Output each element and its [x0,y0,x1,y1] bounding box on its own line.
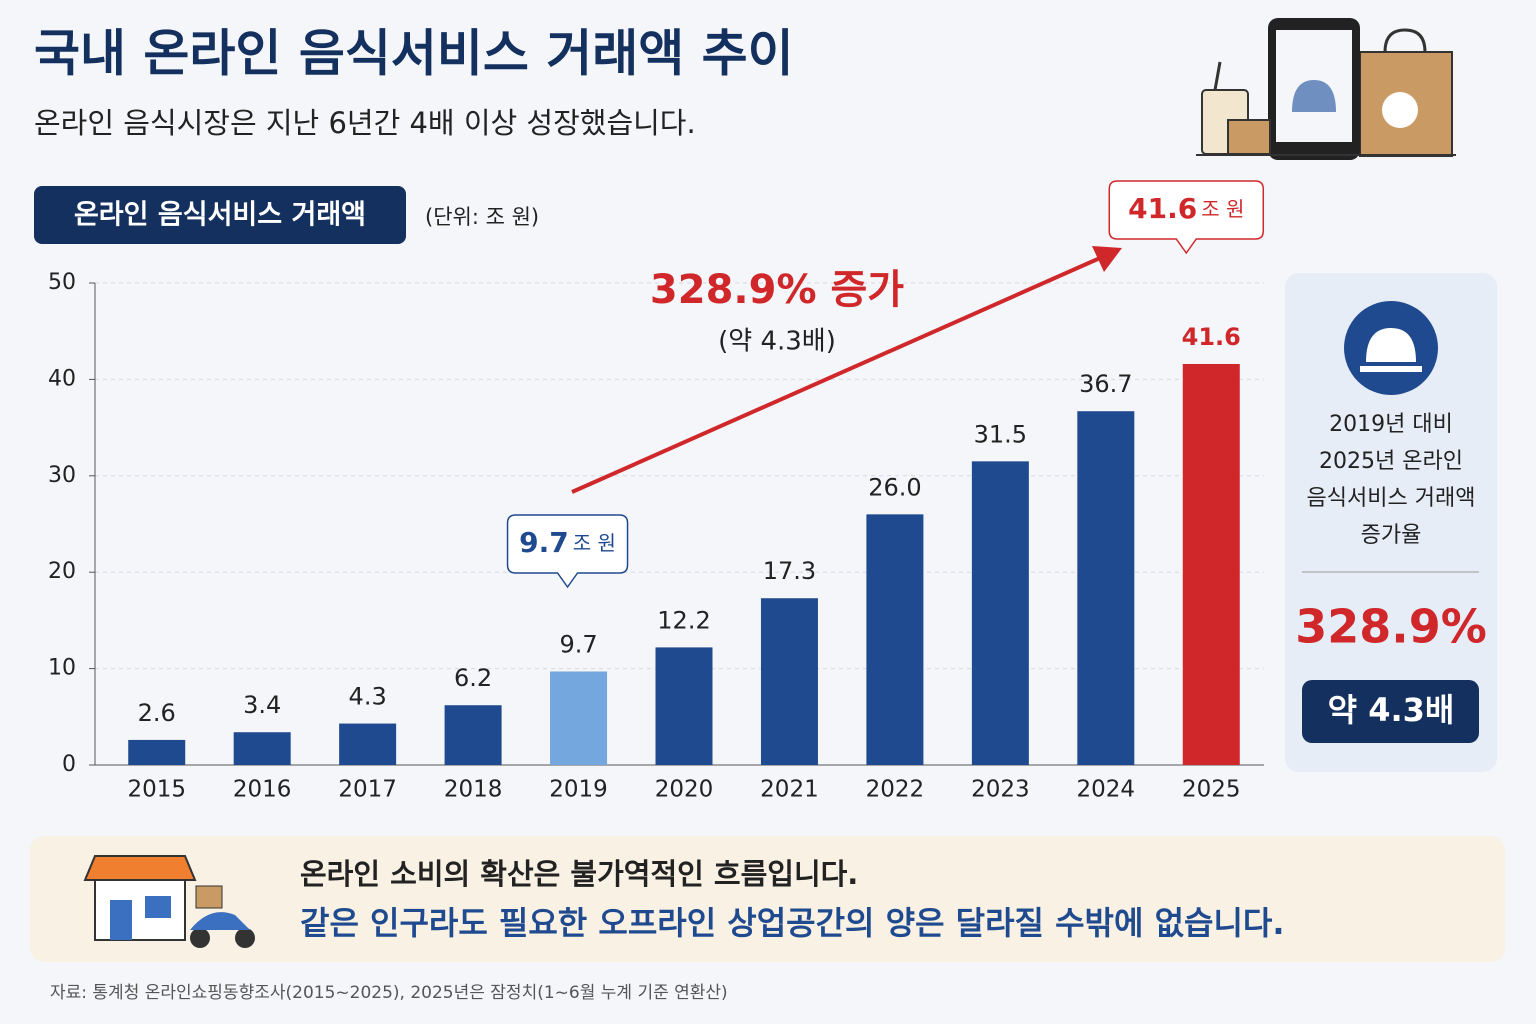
x-tick-label: 2023 [971,777,1030,803]
value-label: 26.0 [868,473,921,501]
value-label: 2.6 [138,699,176,727]
value-label: 31.5 [974,420,1027,448]
unit-label: (단위: 조 원) [425,205,539,229]
y-tick-label: 10 [48,656,76,681]
delivery-icon [1196,18,1456,160]
y-tick-label: 0 [62,752,76,777]
ratio-annotation: (약 4.3배) [718,327,836,357]
x-tick-label: 2022 [866,777,925,803]
x-tick-label: 2018 [444,777,503,803]
x-tick-label: 2019 [549,777,608,803]
bar [339,723,397,765]
banner [30,836,1505,962]
y-tick-label: 40 [48,366,76,391]
x-tick-label: 2016 [233,777,292,803]
bar [971,461,1029,765]
arrow-head [1092,246,1122,272]
callout-unit: 조 원 [573,531,616,555]
value-label: 9.7 [559,630,597,658]
y-tick-label: 30 [48,463,76,488]
bar [760,598,818,765]
x-tick-label: 2015 [127,777,186,803]
x-tick-label: 2021 [760,777,819,803]
caption-line: 2019년 대비 [1329,412,1453,437]
x-tick-label: 2025 [1182,777,1241,803]
callout-unit: 조 원 [1201,197,1244,221]
x-tick-label: 2020 [655,777,714,803]
callout-box [506,514,629,589]
side-multiple: 약 4.3배 [1328,691,1455,729]
banner-line1: 온라인 소비의 확산은 불가역적인 흐름입니다. [300,857,858,891]
x-tick-label: 2017 [338,777,397,803]
y-tick-label: 50 [48,270,76,295]
store-icon [83,855,255,948]
value-label: 6.2 [454,664,492,692]
caption-line: 증가율 [1361,523,1422,548]
subtitle: 온라인 음식시장은 지난 6년간 4배 이상 성장했습니다. [34,106,696,140]
bar [655,647,713,765]
bar [550,671,608,765]
value-label: 3.4 [243,691,281,719]
caption-line: 2025년 온라인 [1319,449,1463,474]
growth-arrow [571,256,1101,494]
value-label: 12.2 [657,606,710,634]
chart-title-badge [34,186,406,244]
bar [233,732,291,765]
source: 자료: 통계청 온라인쇼핑동향조사(2015~2025), 2025년은 잠정치… [50,983,728,1003]
value-label: 17.3 [763,557,816,585]
title: 국내 온라인 음식서비스 거래액 추이 [34,25,794,83]
callout-box [1108,180,1265,255]
value-label: 36.7 [1079,370,1132,398]
bar [1077,411,1135,765]
x-tick-label: 2024 [1077,777,1136,803]
caption-line: 음식서비스 거래액 [1307,486,1476,511]
y-tick-label: 20 [48,559,76,584]
side-panel [1285,273,1497,772]
bar [1182,363,1240,765]
bar [128,739,186,765]
value-label: 4.3 [349,683,387,711]
banner-line2: 같은 인구라도 필요한 오프라인 상업공간의 양은 달라질 수밖에 없습니다. [300,904,1284,942]
value-label: 41.6 [1182,323,1241,351]
plot-area: 0 10 20 30 40 50 2015 2.6 2016 3.4 2017 4.3 2018 6.2 2… [48,180,1265,803]
cloche-shape [1360,328,1422,372]
callout-amount: 9.7 [519,526,569,559]
side-rate: 328.9% [1295,600,1487,654]
multiple-pill [1302,680,1479,743]
growth-annotation: 328.9% 증가 [650,267,904,313]
bar [866,514,924,765]
callout-text: 9.7 조 원 [519,526,616,559]
callout-amount: 41.6 [1128,192,1197,225]
chart-title: 온라인 음식서비스 거래액 [74,200,366,231]
bar [444,705,502,765]
callout-text: 41.6 조 원 [1128,192,1244,225]
